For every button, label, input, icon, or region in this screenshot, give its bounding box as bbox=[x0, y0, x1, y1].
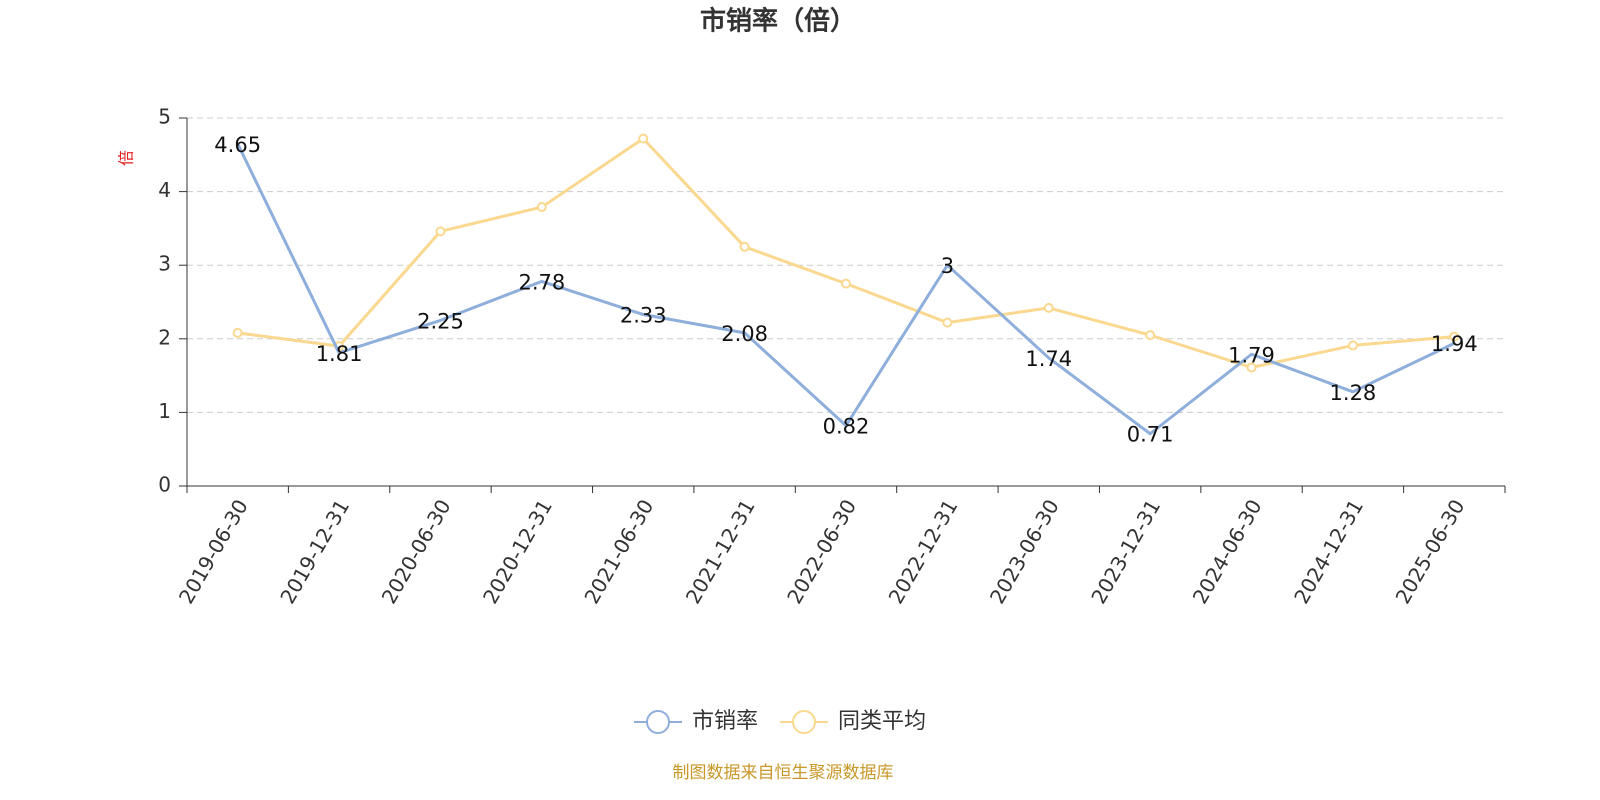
x-tick-label: 2022-12-31 bbox=[884, 495, 963, 608]
point bbox=[1347, 340, 1358, 351]
data-label: 1.28 bbox=[1330, 381, 1377, 405]
y-tick-label: 3 bbox=[158, 252, 171, 276]
series-line bbox=[236, 143, 1455, 436]
legend: 市销率 同类平均 bbox=[634, 709, 926, 734]
x-tick-label: 2020-06-30 bbox=[377, 495, 456, 608]
data-label: 0.82 bbox=[823, 415, 870, 439]
y-tick-label: 1 bbox=[158, 399, 171, 423]
data-label: 3 bbox=[941, 254, 954, 278]
point bbox=[232, 327, 243, 338]
x-tick-label: 2023-12-31 bbox=[1086, 495, 1165, 608]
point bbox=[841, 278, 851, 289]
legend-label: 同类平均 bbox=[838, 709, 926, 734]
point bbox=[1145, 330, 1156, 341]
data-label: 4.65 bbox=[214, 133, 261, 157]
x-tick-label: 2024-06-30 bbox=[1188, 495, 1267, 608]
legend-item[interactable]: 市销率 bbox=[634, 709, 758, 734]
y-tick-label: 0 bbox=[158, 473, 171, 497]
point bbox=[435, 226, 446, 237]
data-label: 1.79 bbox=[1228, 343, 1275, 367]
x-tick-label: 2025-06-30 bbox=[1390, 495, 1469, 608]
x-tick-label: 2020-12-31 bbox=[478, 495, 557, 608]
data-label: 0.71 bbox=[1127, 423, 1174, 447]
y-tick-label: 4 bbox=[158, 178, 171, 202]
data-label: 2.25 bbox=[417, 309, 464, 333]
data-label: 2.33 bbox=[620, 304, 667, 328]
data-label: 1.74 bbox=[1025, 347, 1072, 371]
data-label: 2.78 bbox=[518, 270, 565, 294]
point bbox=[1043, 302, 1054, 313]
point bbox=[739, 241, 750, 252]
chart-title: 市销率（倍） bbox=[700, 6, 856, 37]
x-tick-label: 2019-12-31 bbox=[275, 495, 354, 608]
legend-label: 市销率 bbox=[692, 709, 758, 734]
point bbox=[1246, 362, 1257, 373]
data-label: 2.08 bbox=[721, 322, 768, 346]
point bbox=[638, 133, 649, 144]
x-tick-label: 2021-06-30 bbox=[579, 495, 658, 608]
y-tick-label: 5 bbox=[158, 105, 171, 129]
x-tick-label: 2023-06-30 bbox=[985, 495, 1064, 608]
legend-marker bbox=[646, 710, 670, 734]
point bbox=[536, 202, 547, 213]
data-label: 1.94 bbox=[1431, 332, 1478, 356]
y-axis-label: 倍 bbox=[117, 150, 136, 166]
y-tick-label: 2 bbox=[158, 325, 171, 349]
x-tick-label: 2019-06-30 bbox=[174, 495, 253, 608]
x-tick-label: 2021-12-31 bbox=[681, 495, 760, 608]
x-tick-label: 2022-06-30 bbox=[782, 495, 861, 608]
source-note: 制图数据来自恒生聚源数据库 bbox=[673, 763, 894, 783]
legend-item[interactable]: 同类平均 bbox=[780, 709, 926, 734]
point bbox=[942, 317, 953, 328]
data-label: 1.81 bbox=[316, 342, 363, 366]
legend-marker bbox=[792, 710, 817, 734]
point bbox=[1449, 331, 1460, 342]
x-tick-label: 2024-12-31 bbox=[1289, 495, 1368, 608]
